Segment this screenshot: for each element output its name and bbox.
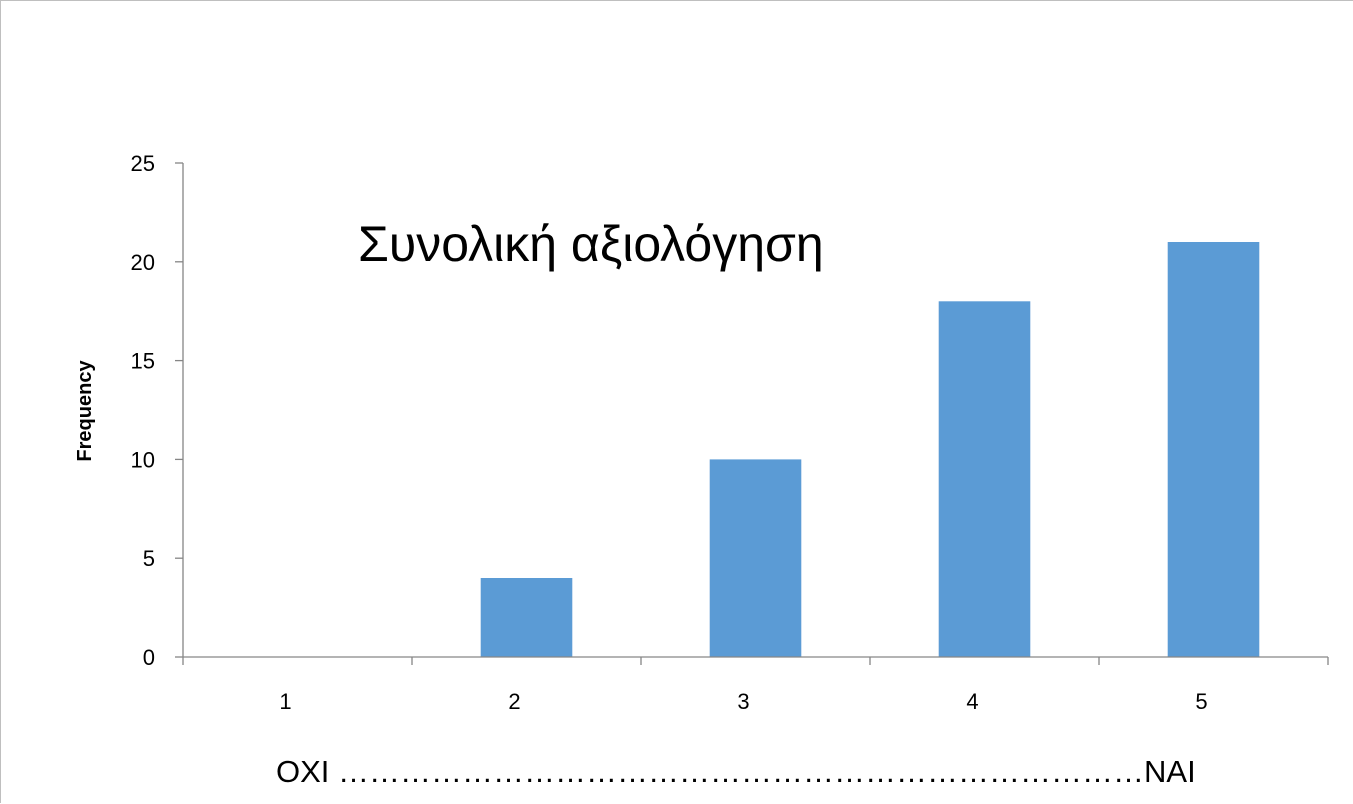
axes-layer (175, 162, 1329, 665)
x-tick-label-4: 4 (966, 689, 978, 714)
bar-2 (480, 578, 573, 657)
x-tick-label-1: 1 (279, 689, 291, 714)
y-tick-label-5: 5 (143, 546, 155, 571)
x-tick-label-3: 3 (737, 689, 749, 714)
y-tick-label-20: 20 (131, 250, 155, 275)
y-tick-label-10: 10 (131, 447, 155, 472)
x-tick-label-2: 2 (508, 689, 520, 714)
labels-layer: 0 5 10 15 20 25 1 2 3 4 5 (131, 151, 1208, 714)
bar-3 (709, 459, 802, 657)
y-tick-label-25: 25 (131, 151, 155, 176)
bars-layer (480, 242, 1260, 657)
bar-5 (1167, 242, 1260, 657)
y-tick-label-0: 0 (143, 645, 155, 670)
x-tick-label-5: 5 (1195, 689, 1207, 714)
y-tick-label-15: 15 (131, 349, 155, 374)
y-axis-label: Frequency (74, 360, 96, 462)
chart-title: Συνολική αξιολόγηση (358, 216, 824, 272)
scale-annotation: OXI ……………………………………………………………………NAI (276, 754, 1196, 789)
bar-4 (938, 301, 1031, 657)
